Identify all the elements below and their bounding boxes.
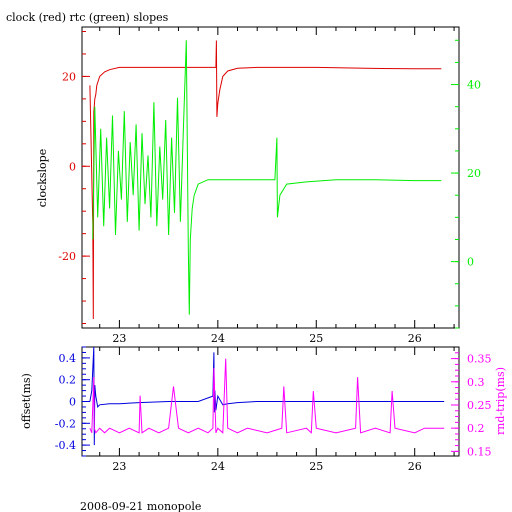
bottom-ytick-label: 0.2 <box>59 374 77 387</box>
top-xtick-label: 23 <box>112 332 126 345</box>
top-xtick-label: 25 <box>309 332 323 345</box>
bottom-xtick-label: 26 <box>408 460 422 473</box>
bottom-ylabel: offset(ms) <box>20 373 33 429</box>
bottom-ytick-label: -0.4 <box>55 439 76 452</box>
top-ytick-label: 0 <box>69 160 76 173</box>
bottom-xtick-label: 23 <box>112 460 126 473</box>
top-ticks: 23 24 25 26 -20 0 20 0 20 40 <box>58 27 481 345</box>
bottom-panel: 23 24 25 26 -0.4 -0.2 0 0.2 0.4 0.15 0.2 0.25 0.3 0.3… <box>20 346 507 473</box>
top-panel: 23 24 25 26 -20 0 20 0 20 40 clockslope <box>36 26 481 345</box>
bottom-y2tick-label: 0.3 <box>467 376 485 389</box>
bottom-series <box>89 346 445 446</box>
bottom-y2tick-label: 0.2 <box>467 422 485 435</box>
bottom-y2tick-label: 0.25 <box>467 399 492 412</box>
top-ytick-label: -20 <box>58 250 76 263</box>
bottom-xtick-label: 25 <box>309 460 323 473</box>
bottom-y2label: rnd-trip(ms) <box>494 367 507 435</box>
top-xtick-label: 24 <box>211 332 225 345</box>
bottom-ytick-label: -0.2 <box>55 417 76 430</box>
top-xtick-label: 26 <box>408 332 422 345</box>
top-y2tick-label: 20 <box>467 167 481 180</box>
top-series-rtc <box>92 40 442 315</box>
bottom-ticks: 23 24 25 26 -0.4 -0.2 0 0.2 0.4 0.15 0.2 0.25 0.3 0.3… <box>55 346 492 473</box>
bottom-series-offset <box>89 346 445 446</box>
top-series <box>89 40 442 320</box>
bottom-ytick-label: 0.4 <box>59 352 77 365</box>
top-y2tick-label: 0 <box>467 256 474 269</box>
top-ytick-label: 20 <box>62 70 76 83</box>
bottom-xtick-label: 24 <box>211 460 225 473</box>
top-frame <box>81 26 460 329</box>
footer-date: 2008-09-21 monopole <box>80 500 201 512</box>
bottom-ytick-label: 0 <box>69 396 76 409</box>
top-y2tick-label: 40 <box>467 79 481 92</box>
bottom-series-rnd-trip <box>89 358 445 434</box>
top-series-clock <box>89 40 442 320</box>
top-ylabel: clockslope <box>36 149 49 207</box>
bottom-y2tick-label: 0.15 <box>467 445 492 458</box>
chart-title: clock (red) rtc (green) slopes <box>6 11 169 24</box>
bottom-y2tick-label: 0.35 <box>467 353 492 366</box>
